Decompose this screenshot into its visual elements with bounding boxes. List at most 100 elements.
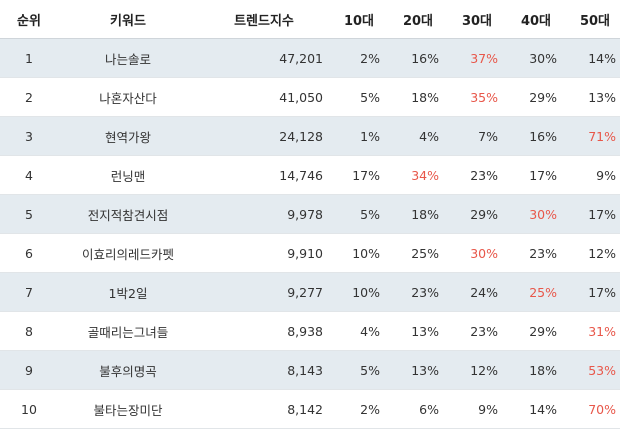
keyword-cell: 골때리는그녀들 <box>58 311 198 351</box>
age-30s-cell: 35% <box>447 77 506 117</box>
age-50s-cell: 53% <box>565 350 620 390</box>
header-row: 순위 키워드 트렌드지수 10대 20대 30대 40대 50대 <box>0 0 620 39</box>
age-10s-cell: 17% <box>329 155 388 195</box>
keyword-cell: 나혼자산다 <box>58 77 198 117</box>
age-20s-cell: 34% <box>388 155 447 195</box>
age-10s-cell: 1% <box>329 116 388 156</box>
table-row: 3 현역가왕 24,128 1% 4% 7% 16% 71% <box>0 116 620 156</box>
age-10s-cell: 2% <box>329 38 388 78</box>
trend-index-cell: 8,143 <box>198 350 329 390</box>
age-30s-cell: 12% <box>447 350 506 390</box>
age-20s-cell: 23% <box>388 272 447 312</box>
age-10s-cell: 5% <box>329 194 388 234</box>
age-50s-cell: 12% <box>565 233 620 273</box>
age-40s-cell: 29% <box>506 311 565 351</box>
age-40s-cell: 30% <box>506 38 565 78</box>
age-50s-cell: 17% <box>565 194 620 234</box>
keyword-cell: 불타는장미단 <box>58 389 198 429</box>
keyword-cell: 불후의명곡 <box>58 350 198 390</box>
rank-cell: 8 <box>0 311 58 351</box>
age-40s-cell: 25% <box>506 272 565 312</box>
age-20s-cell: 13% <box>388 350 447 390</box>
age-30s-cell: 23% <box>447 311 506 351</box>
header-keyword: 키워드 <box>58 0 198 39</box>
header-age-50s: 50대 <box>565 0 620 39</box>
age-50s-cell: 17% <box>565 272 620 312</box>
table-header: 순위 키워드 트렌드지수 10대 20대 30대 40대 50대 <box>0 0 620 39</box>
rank-cell: 2 <box>0 77 58 117</box>
trend-index-cell: 9,910 <box>198 233 329 273</box>
age-10s-cell: 5% <box>329 350 388 390</box>
age-10s-cell: 5% <box>329 77 388 117</box>
age-10s-cell: 4% <box>329 311 388 351</box>
age-40s-cell: 17% <box>506 155 565 195</box>
rank-cell: 10 <box>0 389 58 429</box>
rank-cell: 6 <box>0 233 58 273</box>
trend-index-cell: 8,938 <box>198 311 329 351</box>
age-20s-cell: 6% <box>388 389 447 429</box>
age-30s-cell: 7% <box>447 116 506 156</box>
keyword-cell: 전지적참견시점 <box>58 194 198 234</box>
age-50s-cell: 71% <box>565 116 620 156</box>
age-30s-cell: 37% <box>447 38 506 78</box>
age-10s-cell: 10% <box>329 233 388 273</box>
age-40s-cell: 29% <box>506 77 565 117</box>
header-rank: 순위 <box>0 0 58 39</box>
age-30s-cell: 23% <box>447 155 506 195</box>
table-body: 1 나는솔로 47,201 2% 16% 37% 30% 14% 2 나혼자산다 41,050 5% 1… <box>0 38 620 429</box>
trend-index-cell: 14,746 <box>198 155 329 195</box>
age-40s-cell: 30% <box>506 194 565 234</box>
table-row: 9 불후의명곡 8,143 5% 13% 12% 18% 53% <box>0 350 620 390</box>
age-50s-cell: 13% <box>565 77 620 117</box>
rank-cell: 9 <box>0 350 58 390</box>
age-20s-cell: 18% <box>388 77 447 117</box>
age-30s-cell: 30% <box>447 233 506 273</box>
header-age-10s: 10대 <box>329 0 388 39</box>
age-20s-cell: 4% <box>388 116 447 156</box>
age-50s-cell: 31% <box>565 311 620 351</box>
trend-index-cell: 8,142 <box>198 389 329 429</box>
age-20s-cell: 25% <box>388 233 447 273</box>
rank-cell: 5 <box>0 194 58 234</box>
age-20s-cell: 13% <box>388 311 447 351</box>
rank-cell: 3 <box>0 116 58 156</box>
table-row: 10 불타는장미단 8,142 2% 6% 9% 14% 70% <box>0 389 620 429</box>
table-row: 4 런닝맨 14,746 17% 34% 23% 17% 9% <box>0 155 620 195</box>
keyword-cell: 1박2일 <box>58 272 198 312</box>
age-50s-cell: 14% <box>565 38 620 78</box>
table-row: 8 골때리는그녀들 8,938 4% 13% 23% 29% 31% <box>0 311 620 351</box>
header-age-40s: 40대 <box>506 0 565 39</box>
header-age-20s: 20대 <box>388 0 447 39</box>
age-40s-cell: 23% <box>506 233 565 273</box>
trend-index-cell: 47,201 <box>198 38 329 78</box>
age-30s-cell: 9% <box>447 389 506 429</box>
age-30s-cell: 29% <box>447 194 506 234</box>
age-50s-cell: 70% <box>565 389 620 429</box>
trend-index-cell: 9,978 <box>198 194 329 234</box>
age-40s-cell: 18% <box>506 350 565 390</box>
trend-index-cell: 9,277 <box>198 272 329 312</box>
age-10s-cell: 2% <box>329 389 388 429</box>
age-40s-cell: 16% <box>506 116 565 156</box>
table-row: 6 이효리의레드카펫 9,910 10% 25% 30% 23% 12% <box>0 233 620 273</box>
rank-cell: 7 <box>0 272 58 312</box>
age-30s-cell: 24% <box>447 272 506 312</box>
table-row: 5 전지적참견시점 9,978 5% 18% 29% 30% 17% <box>0 194 620 234</box>
age-50s-cell: 9% <box>565 155 620 195</box>
rank-cell: 1 <box>0 38 58 78</box>
keyword-cell: 런닝맨 <box>58 155 198 195</box>
age-40s-cell: 14% <box>506 389 565 429</box>
table-row: 2 나혼자산다 41,050 5% 18% 35% 29% 13% <box>0 77 620 117</box>
rank-cell: 4 <box>0 155 58 195</box>
keyword-cell: 나는솔로 <box>58 38 198 78</box>
age-10s-cell: 10% <box>329 272 388 312</box>
trend-index-cell: 41,050 <box>198 77 329 117</box>
age-20s-cell: 18% <box>388 194 447 234</box>
header-age-30s: 30대 <box>447 0 506 39</box>
table-row: 7 1박2일 9,277 10% 23% 24% 25% 17% <box>0 272 620 312</box>
header-trend-index: 트렌드지수 <box>198 0 329 39</box>
table-row: 1 나는솔로 47,201 2% 16% 37% 30% 14% <box>0 38 620 78</box>
keyword-cell: 이효리의레드카펫 <box>58 233 198 273</box>
keyword-cell: 현역가왕 <box>58 116 198 156</box>
